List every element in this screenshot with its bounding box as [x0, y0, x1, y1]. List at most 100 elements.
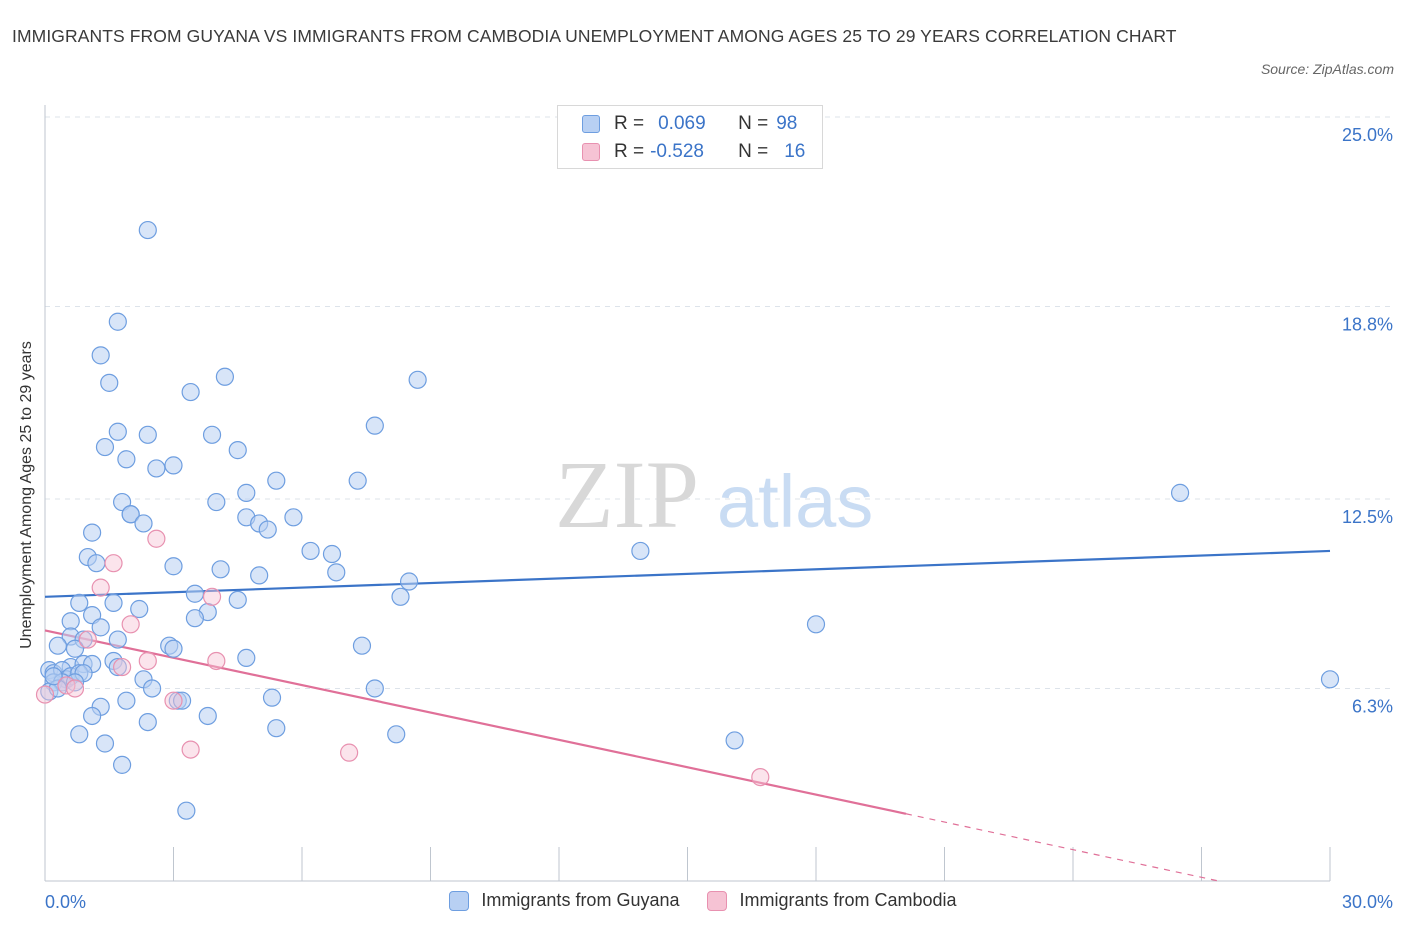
- data-point-guyana: [164, 456, 183, 475]
- data-point-cambodia: [78, 630, 97, 649]
- data-point-guyana: [284, 508, 303, 527]
- data-point-guyana: [228, 441, 247, 460]
- legend-row-guyana: R = 0.069 N = 98: [582, 112, 797, 136]
- data-point-guyana: [185, 584, 205, 603]
- data-point-guyana: [108, 422, 127, 441]
- data-point-cambodia: [65, 679, 85, 698]
- data-point-guyana: [185, 609, 205, 628]
- data-point-guyana: [112, 755, 132, 774]
- data-point-guyana: [267, 471, 286, 490]
- series-legend: Immigrants from Guyana Immigrants from C…: [0, 890, 1406, 911]
- data-point-guyana: [164, 639, 183, 658]
- data-point-guyana: [202, 425, 222, 444]
- data-point-guyana: [108, 657, 127, 677]
- data-point-guyana: [198, 706, 217, 726]
- legend-swatch-blue: [582, 115, 600, 133]
- axes: [44, 105, 1331, 882]
- data-point-cambodia: [340, 743, 359, 762]
- data-point-guyana: [237, 648, 256, 668]
- trend-line-cambodia: [44, 629, 907, 815]
- data-point-guyana: [164, 557, 183, 576]
- data-point-guyana: [352, 636, 372, 655]
- data-point-guyana: [91, 346, 110, 365]
- data-point-guyana: [61, 612, 80, 631]
- data-point-cambodia: [164, 691, 183, 710]
- source-label: Source: ZipAtlas.com: [1260, 61, 1394, 77]
- legend-r-value: 0.069: [658, 113, 706, 134]
- data-point-guyana: [87, 554, 106, 573]
- x-tick-label: 30.0%: [1342, 892, 1393, 912]
- data-point-guyana: [806, 615, 826, 634]
- data-point-guyana: [1320, 670, 1340, 689]
- data-point-guyana: [117, 450, 136, 469]
- data-point-guyana: [95, 437, 115, 457]
- data-point-cambodia: [112, 657, 132, 677]
- watermark: ZIP atlas: [555, 441, 873, 548]
- data-point-guyana: [267, 719, 286, 738]
- data-point-guyana: [65, 639, 85, 658]
- data-point-guyana: [322, 544, 342, 564]
- data-point-guyana: [228, 590, 247, 609]
- x-tick-label: 0.0%: [45, 892, 86, 912]
- legend-n-value: 16: [784, 141, 806, 162]
- y-tick-label: 6.3%: [1352, 696, 1393, 716]
- legend-item-guyana: Immigrants from Guyana: [449, 890, 679, 911]
- data-point-guyana: [348, 471, 367, 490]
- data-point-guyana: [95, 734, 115, 753]
- tick-labels: 6.3% 12.5% 18.8% 25.0% 0.0% 30.0%: [45, 125, 1393, 912]
- legend-swatch-pink: [707, 890, 728, 911]
- data-point-guyana: [408, 370, 427, 389]
- data-point-guyana: [207, 492, 226, 512]
- data-point-guyana: [365, 416, 384, 435]
- data-point-cambodia: [104, 554, 123, 573]
- data-point-guyana: [130, 599, 149, 619]
- data-point-guyana: [83, 523, 102, 542]
- data-point-guyana: [91, 618, 110, 637]
- data-point-guyana: [250, 566, 269, 585]
- legend-item-cambodia: Immigrants from Cambodia: [707, 890, 957, 911]
- data-point-guyana: [70, 725, 89, 744]
- data-point-guyana: [211, 560, 230, 579]
- data-point-guyana: [108, 312, 127, 331]
- legend-r-label: R =: [614, 113, 645, 134]
- data-point-cambodia: [35, 685, 55, 704]
- data-point-guyana: [108, 630, 127, 649]
- data-point-guyana: [215, 367, 234, 386]
- data-point-guyana: [327, 563, 346, 582]
- legend-label: Immigrants from Cambodia: [739, 890, 957, 910]
- chart-title: IMMIGRANTS FROM GUYANA VS IMMIGRANTS FRO…: [12, 26, 1177, 46]
- data-point-guyana: [399, 572, 419, 591]
- data-point-guyana: [631, 541, 650, 561]
- data-point-guyana: [177, 801, 196, 820]
- data-point-guyana: [70, 593, 89, 613]
- data-point-guyana: [147, 459, 166, 478]
- y-tick-label: 18.8%: [1342, 314, 1393, 334]
- data-point-guyana: [83, 706, 102, 726]
- data-point-guyana: [725, 731, 744, 750]
- data-point-guyana: [121, 505, 140, 524]
- y-tick-label: 12.5%: [1342, 507, 1393, 527]
- legend-n-label: N =: [738, 113, 769, 134]
- trend-line-extension: [905, 813, 1219, 882]
- data-point-cambodia: [91, 578, 110, 597]
- legend-row-cambodia: R = -0.528 N = 16: [582, 140, 805, 164]
- data-point-cambodia: [202, 587, 222, 606]
- data-point-guyana: [44, 667, 63, 686]
- data-point-cambodia: [181, 740, 200, 759]
- data-point-guyana: [387, 725, 406, 744]
- data-point-guyana: [142, 679, 162, 698]
- data-point-guyana: [117, 691, 136, 710]
- data-point-cambodia: [138, 651, 157, 671]
- data-point-cambodia: [121, 615, 140, 634]
- data-point-guyana: [181, 382, 200, 402]
- data-point-guyana: [104, 593, 123, 613]
- data-points: [35, 220, 1340, 820]
- data-point-guyana: [48, 636, 67, 655]
- legend-swatch-blue: [449, 890, 470, 911]
- trend-line-guyana: [44, 549, 1331, 598]
- data-point-cambodia: [751, 767, 770, 787]
- legend-r-value: -0.528: [650, 141, 704, 162]
- data-point-guyana: [237, 483, 256, 502]
- stats-legend: R = 0.069 N = 98 R = -0.528 N = 16: [557, 105, 823, 169]
